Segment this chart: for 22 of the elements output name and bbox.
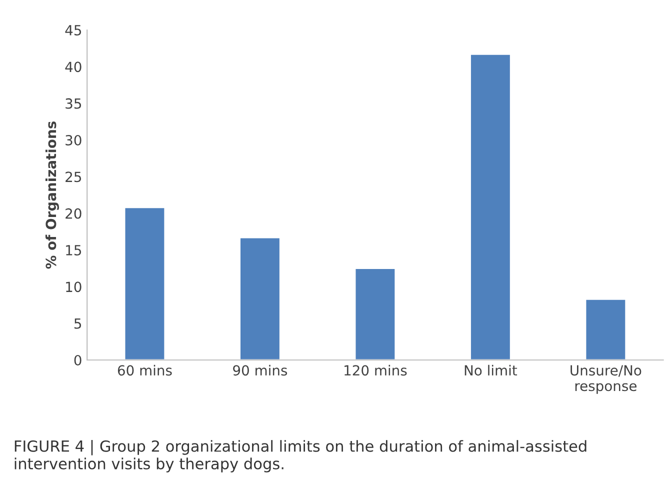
bar [354,268,396,360]
y-axis-title: % of Organizations [45,121,60,269]
y-tick-label: 25 [66,172,82,182]
y-tick-label: 30 [66,134,82,146]
y-tick-label: 15 [66,245,82,256]
x-tick-label: No limit [464,364,518,376]
y-tick-label: 20 [66,208,82,219]
bar [584,298,627,360]
caption: FIGURE 4 | Group 2 organizational limits on the duration of animal-assisted intervention visits by therapy dogs. [14,440,586,472]
x-tick-label: Unsure/No response [570,365,642,394]
y-tick-label: 40 [65,62,82,72]
y-tick-label: 5 [74,318,82,329]
x-tick-label: 90 mins [233,364,288,376]
bar [239,236,281,360]
bar [124,206,166,360]
y-tick-label: 35 [66,98,82,109]
y-tick-label: 0 [74,354,82,366]
y-tick-label: 45 [65,25,82,36]
y-tick-label: 10 [66,282,82,292]
x-tick-label: 60 mins [118,364,172,376]
x-tick-label: 120 mins [344,364,407,376]
bar [470,54,512,360]
